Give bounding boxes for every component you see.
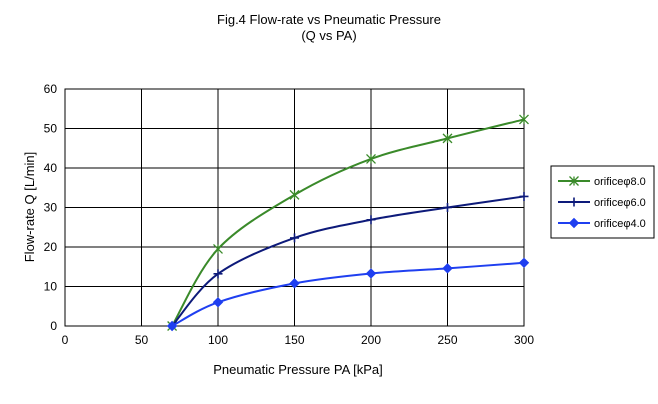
series-line	[171, 195, 525, 327]
y-tick-label: 60	[44, 82, 58, 96]
series-3	[166, 257, 530, 332]
data-point	[366, 215, 376, 225]
chart-subtitle: (Q vs PA)	[301, 28, 356, 43]
legend-label: orificeφ6.0	[594, 197, 646, 209]
data-point	[290, 233, 299, 243]
y-tick-label: 50	[44, 122, 58, 136]
x-tick-label: 300	[514, 333, 534, 347]
x-tick-label: 0	[62, 333, 69, 347]
y-axis-ticks: 0 10 20 30 40 50 60	[44, 82, 58, 333]
series-2	[167, 191, 529, 331]
y-tick-label: 40	[44, 161, 58, 175]
legend-marker	[569, 176, 579, 186]
legend: orificeφ8.0 orificeφ6.0 orificeφ4.0	[550, 165, 655, 239]
y-tick-label: 0	[50, 319, 57, 333]
data-point	[289, 189, 300, 200]
data-point	[366, 153, 376, 164]
legend-marker	[569, 197, 579, 207]
data-point	[365, 268, 377, 279]
legend-marker	[568, 217, 580, 229]
x-tick-label: 200	[361, 333, 381, 347]
data-point	[166, 320, 178, 332]
data-point	[443, 203, 452, 212]
legend-box	[550, 165, 655, 239]
legend-item: orificeφ6.0	[558, 197, 646, 209]
series-line	[171, 261, 525, 327]
plot-frame	[64, 88, 525, 327]
x-tick-label: 150	[284, 333, 304, 347]
data-point	[213, 269, 223, 279]
chart-title: Fig.4 Flow-rate vs Pneumatic Pressure	[217, 12, 441, 27]
x-tick-label: 100	[208, 333, 228, 347]
legend-item: orificeφ8.0	[558, 176, 646, 188]
legend-label: orificeφ4.0	[594, 218, 646, 230]
data-point	[289, 278, 300, 289]
data-point	[519, 191, 529, 201]
x-axis-ticks: 0 50 100 150 200 250 300	[62, 333, 535, 347]
x-tick-label: 50	[135, 333, 149, 347]
data-point	[442, 133, 453, 144]
data-point	[212, 297, 224, 308]
x-tick-label: 250	[437, 333, 457, 347]
y-tick-label: 20	[44, 240, 58, 254]
plot-area-border	[64, 88, 525, 327]
grid	[64, 88, 525, 327]
data-point	[213, 244, 223, 254]
series-1	[167, 114, 529, 331]
data-point	[442, 263, 453, 274]
legend-item: orificeφ4.0	[558, 217, 646, 230]
series-group	[166, 114, 530, 332]
legend-label: orificeφ8.0	[594, 176, 646, 188]
data-point	[518, 257, 530, 269]
data-point	[519, 114, 529, 125]
y-axis-label: Flow-rate Q [L/min]	[22, 152, 37, 263]
y-tick-label: 10	[44, 280, 58, 294]
series-line	[171, 118, 525, 327]
x-axis-label: Pneumatic Pressure PA [kPa]	[213, 362, 383, 377]
y-tick-label: 30	[44, 201, 58, 215]
